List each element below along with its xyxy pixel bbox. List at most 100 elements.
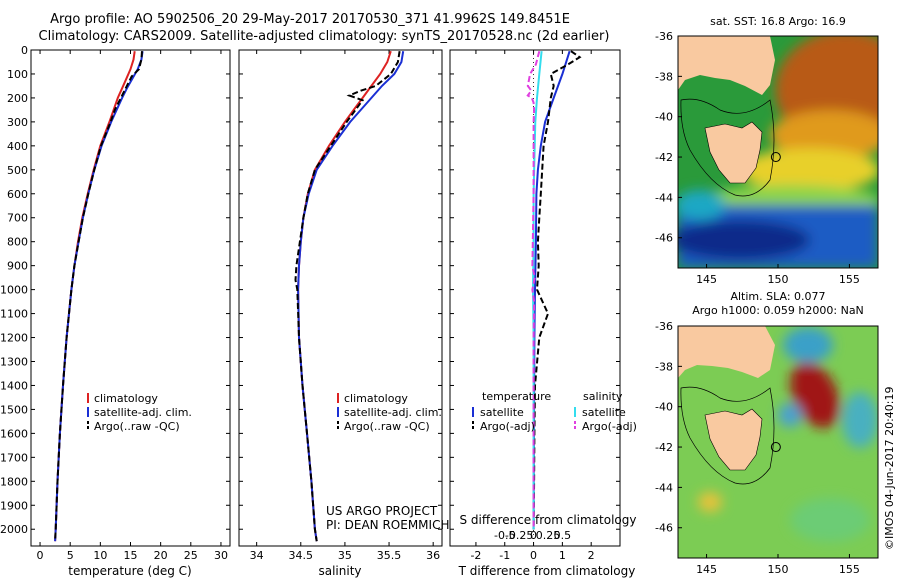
- temperature-series: [54, 51, 144, 542]
- s-tick-label: -0.5: [494, 529, 515, 542]
- legend-label-argo: Argo(..raw -QC): [94, 420, 180, 433]
- legend-label-s-satellite: satellite: [582, 406, 626, 419]
- depth-tick-label: 1200: [0, 332, 28, 345]
- temperature-panel-frame: [30, 49, 231, 547]
- x-tick-label: 20: [154, 549, 168, 562]
- s-tick-label: 0.25: [536, 529, 561, 542]
- x-tick-label: 15: [124, 549, 138, 562]
- x-tick-label: -1: [499, 549, 510, 562]
- x-tick-label: -2: [470, 549, 481, 562]
- sst-map-title: sat. SST: 16.8 Argo: 16.9: [710, 15, 846, 28]
- depth-tick-label: 300: [7, 116, 28, 129]
- sla-map-title: Altim. SLA: 0.077: [730, 290, 825, 303]
- low-sla-east: [842, 392, 878, 448]
- x-tick-label: 25: [184, 549, 198, 562]
- mainland-australia: [678, 36, 775, 95]
- legend-label-satellite: satellite-adj. clim.: [344, 406, 442, 419]
- depth-tick-label: 0: [21, 44, 28, 57]
- map-lon-label: 150: [768, 273, 789, 286]
- depth-tick-label: 200: [7, 92, 28, 105]
- series-line: [532, 50, 582, 530]
- figure-title-line2: Climatology: CARS2009. Satellite-adjuste…: [38, 29, 610, 44]
- map-lat-label: -38: [655, 360, 673, 373]
- legend-label-t-satellite: satellite: [480, 406, 524, 419]
- map-lon-label: 145: [696, 273, 717, 286]
- map-lon-label: 145: [696, 563, 717, 576]
- s-tick-label: 0.5: [554, 529, 572, 542]
- depth-tick-label: 1400: [0, 379, 28, 392]
- profile-location-marker: [770, 152, 781, 163]
- project-note-line2: PI: DEAN ROEMMICH: [326, 518, 449, 532]
- imos-stamp: ©IMOS 04-Jun-2017 20:40:19: [883, 386, 896, 550]
- map-lon-label: 155: [839, 273, 860, 286]
- neutral-sla-patch: [790, 498, 870, 542]
- warm-water-band: [770, 110, 878, 160]
- profile-location-marker: [770, 442, 781, 453]
- map-lat-label: -42: [655, 151, 673, 164]
- x-tick-label: 0: [530, 549, 537, 562]
- depth-tick-label: 1100: [0, 308, 28, 321]
- legend-label-argo: Argo(..raw -QC): [344, 420, 430, 433]
- figure-title-line1: Argo profile: AO 5902506_20 29-May-2017 …: [50, 12, 570, 27]
- map-lat-label: -44: [655, 481, 673, 494]
- map-lat-label: -44: [655, 191, 673, 204]
- x-tick-label: 35: [338, 549, 352, 562]
- depth-tick-label: 1600: [0, 427, 28, 440]
- depth-tick-label: 600: [7, 188, 28, 201]
- series-line: [54, 51, 143, 542]
- shelf-contour: [680, 98, 775, 197]
- high-sla-anomaly: [790, 361, 840, 429]
- salinity-panel-frame: [238, 49, 443, 547]
- map-lat-label: -36: [655, 320, 673, 333]
- temperature-xlabel: temperature (deg C): [68, 564, 191, 578]
- depth-tick-label: 700: [7, 212, 28, 225]
- depth-tick-label: 1300: [0, 355, 28, 368]
- map-lat-label: -36: [655, 30, 673, 43]
- x-tick-label: 0: [37, 549, 44, 562]
- legend-label-t-argo: Argo(-adj): [480, 420, 535, 433]
- depth-tick-label: 1900: [0, 499, 28, 512]
- depth-tick-label: 1000: [0, 284, 28, 297]
- difference-legend: temperature satellite Argo(-adj) salinit…: [472, 390, 637, 433]
- mid-water-band: [740, 148, 878, 192]
- x-tick-label: 34: [250, 549, 264, 562]
- x-tick-label: 35.5: [377, 549, 402, 562]
- depth-tick-label: 500: [7, 164, 28, 177]
- x-tick-label: 34.5: [289, 549, 314, 562]
- series-line: [526, 50, 541, 530]
- legend-label-satellite: satellite-adj. clim.: [94, 406, 192, 419]
- positive-sla-south: [698, 492, 722, 512]
- map-lat-label: -38: [655, 70, 673, 83]
- difference-top-xlabel: S difference from climatology: [460, 513, 637, 527]
- x-tick-label: 10: [93, 549, 107, 562]
- coldest-patch: [678, 220, 810, 260]
- map-lat-label: -46: [655, 522, 673, 535]
- series-line: [294, 51, 401, 542]
- depth-tick-label: 1500: [0, 403, 28, 416]
- tasmania: [704, 408, 763, 471]
- salinity-xlabel: salinity: [318, 564, 361, 578]
- sst-map-axes: 145 150 155 -36 -38 -40 -42 -44 -46: [655, 30, 860, 286]
- depth-tick-label: 900: [7, 260, 28, 273]
- depth-tick-label: 2000: [0, 523, 28, 536]
- x-tick-label: 1: [559, 549, 566, 562]
- low-sla-north: [783, 327, 833, 363]
- map-lat-label: -46: [655, 232, 673, 245]
- map-lon-label: 155: [839, 563, 860, 576]
- legend-label-s-argo: Argo(-adj): [582, 420, 637, 433]
- legend-label-climatology: climatology: [344, 392, 408, 405]
- depth-tick-label: 800: [7, 236, 28, 249]
- legend-label-climatology: climatology: [94, 392, 158, 405]
- salinity-legend: climatology satellite-adj. clim. Argo(..…: [337, 392, 442, 433]
- shelf-contour: [680, 386, 775, 485]
- project-note-line1: US ARGO PROJECT: [326, 504, 438, 518]
- depth-tick-label: 400: [7, 140, 28, 153]
- difference-series: [526, 50, 582, 530]
- depth-tick-label: 1700: [0, 451, 28, 464]
- tasmania: [704, 121, 763, 184]
- x-tick-label: 36: [426, 549, 440, 562]
- sla-map-field: [678, 326, 878, 558]
- sla-map-subtitle: Argo h1000: 0.059 h2000: NaN: [692, 304, 864, 317]
